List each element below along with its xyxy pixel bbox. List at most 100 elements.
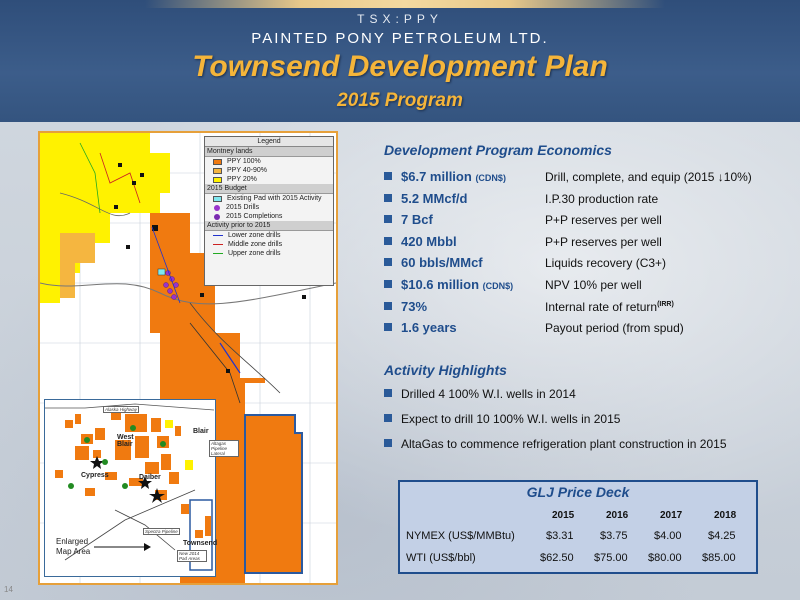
econ-value: 5.2 MMcf/d — [401, 190, 468, 206]
list-item: 73% Internal rate of return(IRR) — [384, 299, 794, 321]
bullet-icon — [384, 236, 392, 245]
activity-text: Drilled 4 100% W.I. wells in 2014 — [401, 387, 576, 401]
legend-section-budget: 2015 Budget — [205, 184, 333, 194]
legend-item: 2015 Drills — [205, 203, 333, 212]
bullet-icon — [384, 215, 392, 224]
legend-label: PPY 100% — [227, 158, 261, 165]
economics-list: $6.7 million (CDN$) Drill, complete, and … — [384, 169, 794, 342]
year-header: 2017 — [660, 510, 683, 521]
legend-label: PPY 20% — [227, 176, 257, 183]
econ-desc: Internal rate of return — [545, 299, 658, 314]
econ-desc: I.P.30 production rate — [545, 191, 659, 206]
glj-title: GLJ Price Deck — [526, 484, 630, 500]
table-cell: $62.50 — [540, 552, 574, 564]
table-cell: $80.00 — [648, 552, 682, 564]
legend-label: PPY 40-90% — [227, 167, 267, 174]
list-item: Drilled 4 100% W.I. wells in 2014 — [384, 387, 794, 412]
legend-title: Legend — [205, 137, 333, 147]
econ-desc: Payout period (from spud) — [545, 321, 684, 336]
list-item: AltaGas to commence refrigeration plant … — [384, 437, 794, 462]
legend-item: Existing Pad with 2015 Activity — [205, 194, 333, 203]
line-icon — [213, 244, 223, 245]
ticker-symbol: TSX:PPY — [357, 12, 443, 26]
inset-road-spectra: Spectra Pipeline — [143, 528, 180, 535]
legend-item: PPY 20% — [205, 175, 333, 184]
arrow-icon — [94, 543, 151, 551]
enlarged-map-label: Enlarged Map Area — [56, 537, 91, 556]
activity-list: Drilled 4 100% W.I. wells in 2014 Expect… — [384, 387, 794, 462]
econ-desc: P+P reserves per well — [545, 213, 662, 228]
list-item: $6.7 million (CDN$) Drill, complete, and … — [384, 169, 794, 191]
econ-unit: (CDN$) — [482, 280, 514, 291]
table-cell: $3.75 — [600, 530, 628, 542]
bullet-icon — [384, 439, 392, 447]
inset-label-blair: Blair — [193, 428, 209, 435]
legend-item: Upper zone drills — [205, 249, 333, 258]
inset-road-alaska: Alaska Highway — [103, 406, 140, 413]
year-header: 2018 — [714, 510, 737, 521]
page-subtitle: 2015 Program — [337, 90, 463, 111]
econ-desc: NPV 10% per well — [545, 277, 642, 292]
year-header: 2016 — [606, 510, 629, 521]
swatch-icon — [213, 176, 222, 183]
list-item: 7 Bcf P+P reserves per well — [384, 212, 794, 234]
map-legend: Legend Montney lands PPY 100% PPY 40-90%… — [204, 136, 334, 286]
list-item: 1.6 years Payout period (from spud) — [384, 320, 794, 342]
inset-road-new-pads: New 2014 Pad Areas — [177, 550, 207, 562]
map-drawing — [40, 133, 336, 583]
table-cell: $3.31 — [546, 530, 574, 542]
legend-label: 2015 Drills — [226, 204, 260, 211]
development-map: Legend Montney lands PPY 100% PPY 40-90%… — [38, 131, 338, 585]
legend-item: PPY 40-90% — [205, 166, 333, 175]
inset-label-daiber: Daiber — [139, 474, 161, 481]
decorative-strip — [145, 0, 665, 8]
title-banner: TSX:PPY PAINTED PONY PETROLEUM LTD. Town… — [0, 0, 800, 122]
bullet-icon — [384, 193, 392, 202]
econ-value: 73% — [401, 298, 428, 314]
row-label: NYMEX (US$/MMBtu) — [406, 530, 515, 542]
swatch-icon — [213, 167, 222, 174]
activity-title: Activity Highlights — [384, 362, 507, 378]
activity-text: AltaGas to commence refrigeration plant … — [401, 437, 727, 451]
page-number: 14 — [4, 585, 13, 594]
econ-desc: Drill, complete, and equip (2015 ↓10%) — [545, 170, 752, 184]
line-icon — [213, 253, 223, 254]
list-item: 420 Mbbl P+P reserves per well — [384, 234, 794, 256]
legend-label: Upper zone drills — [228, 250, 281, 257]
econ-unit: (CDN$) — [475, 173, 506, 183]
bullet-icon — [384, 258, 392, 267]
swatch-icon — [213, 158, 222, 165]
bullet-icon — [384, 301, 392, 310]
legend-label: Middle zone drills — [228, 241, 283, 248]
page-title: Townsend Development Plan — [192, 50, 608, 83]
dot-icon — [214, 213, 220, 220]
legend-item: Middle zone drills — [205, 240, 333, 249]
econ-value: 7 Bcf — [401, 212, 433, 228]
swatch-icon — [213, 195, 222, 202]
econ-desc: Liquids recovery (C3+) — [545, 256, 667, 271]
table-cell: $4.00 — [654, 530, 682, 542]
econ-value: 1.6 years — [401, 320, 457, 336]
econ-desc-sup: (IRR) — [657, 300, 674, 308]
inset-label-townsend: Townsend — [183, 540, 218, 547]
legend-item: Lower zone drills — [205, 231, 333, 240]
bullet-icon — [384, 279, 392, 288]
glj-price-table: GLJ Price Deck 2015 2016 2017 2018 NYMEX… — [398, 480, 758, 574]
econ-value: 420 Mbbl — [401, 233, 457, 249]
inset-label-cypress: Cypress — [81, 472, 109, 479]
list-item: $10.6 million (CDN$) NPV 10% per well — [384, 277, 794, 299]
table-cell: $4.25 — [708, 530, 736, 542]
legend-item: PPY 100% — [205, 157, 333, 166]
inset-label-west-blair: West Blair — [117, 434, 134, 448]
dot-icon — [214, 204, 220, 211]
econ-value: $6.7 million — [401, 169, 472, 184]
economics-title: Development Program Economics — [384, 142, 612, 158]
list-item: 60 bbls/MMcf Liquids recovery (C3+) — [384, 255, 794, 277]
list-item: 5.2 MMcf/d I.P.30 production rate — [384, 191, 794, 213]
econ-value: 60 bbls/MMcf — [401, 255, 483, 271]
table-cell: $85.00 — [702, 552, 736, 564]
legend-label: Existing Pad with 2015 Activity — [227, 195, 322, 202]
legend-item: 2015 Completions — [205, 212, 333, 221]
inset-drawing — [45, 403, 214, 571]
activity-text: Expect to drill 10 100% W.I. wells in 20… — [401, 412, 621, 426]
